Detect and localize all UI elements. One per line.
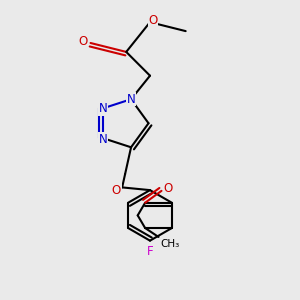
Text: O: O bbox=[164, 182, 172, 195]
Text: N: N bbox=[98, 102, 107, 115]
Text: O: O bbox=[148, 14, 158, 27]
Text: F: F bbox=[147, 244, 153, 258]
Text: CH₃: CH₃ bbox=[160, 239, 179, 249]
Text: O: O bbox=[79, 35, 88, 48]
Text: N: N bbox=[127, 93, 135, 106]
Text: O: O bbox=[112, 184, 121, 197]
Text: N: N bbox=[98, 133, 107, 146]
